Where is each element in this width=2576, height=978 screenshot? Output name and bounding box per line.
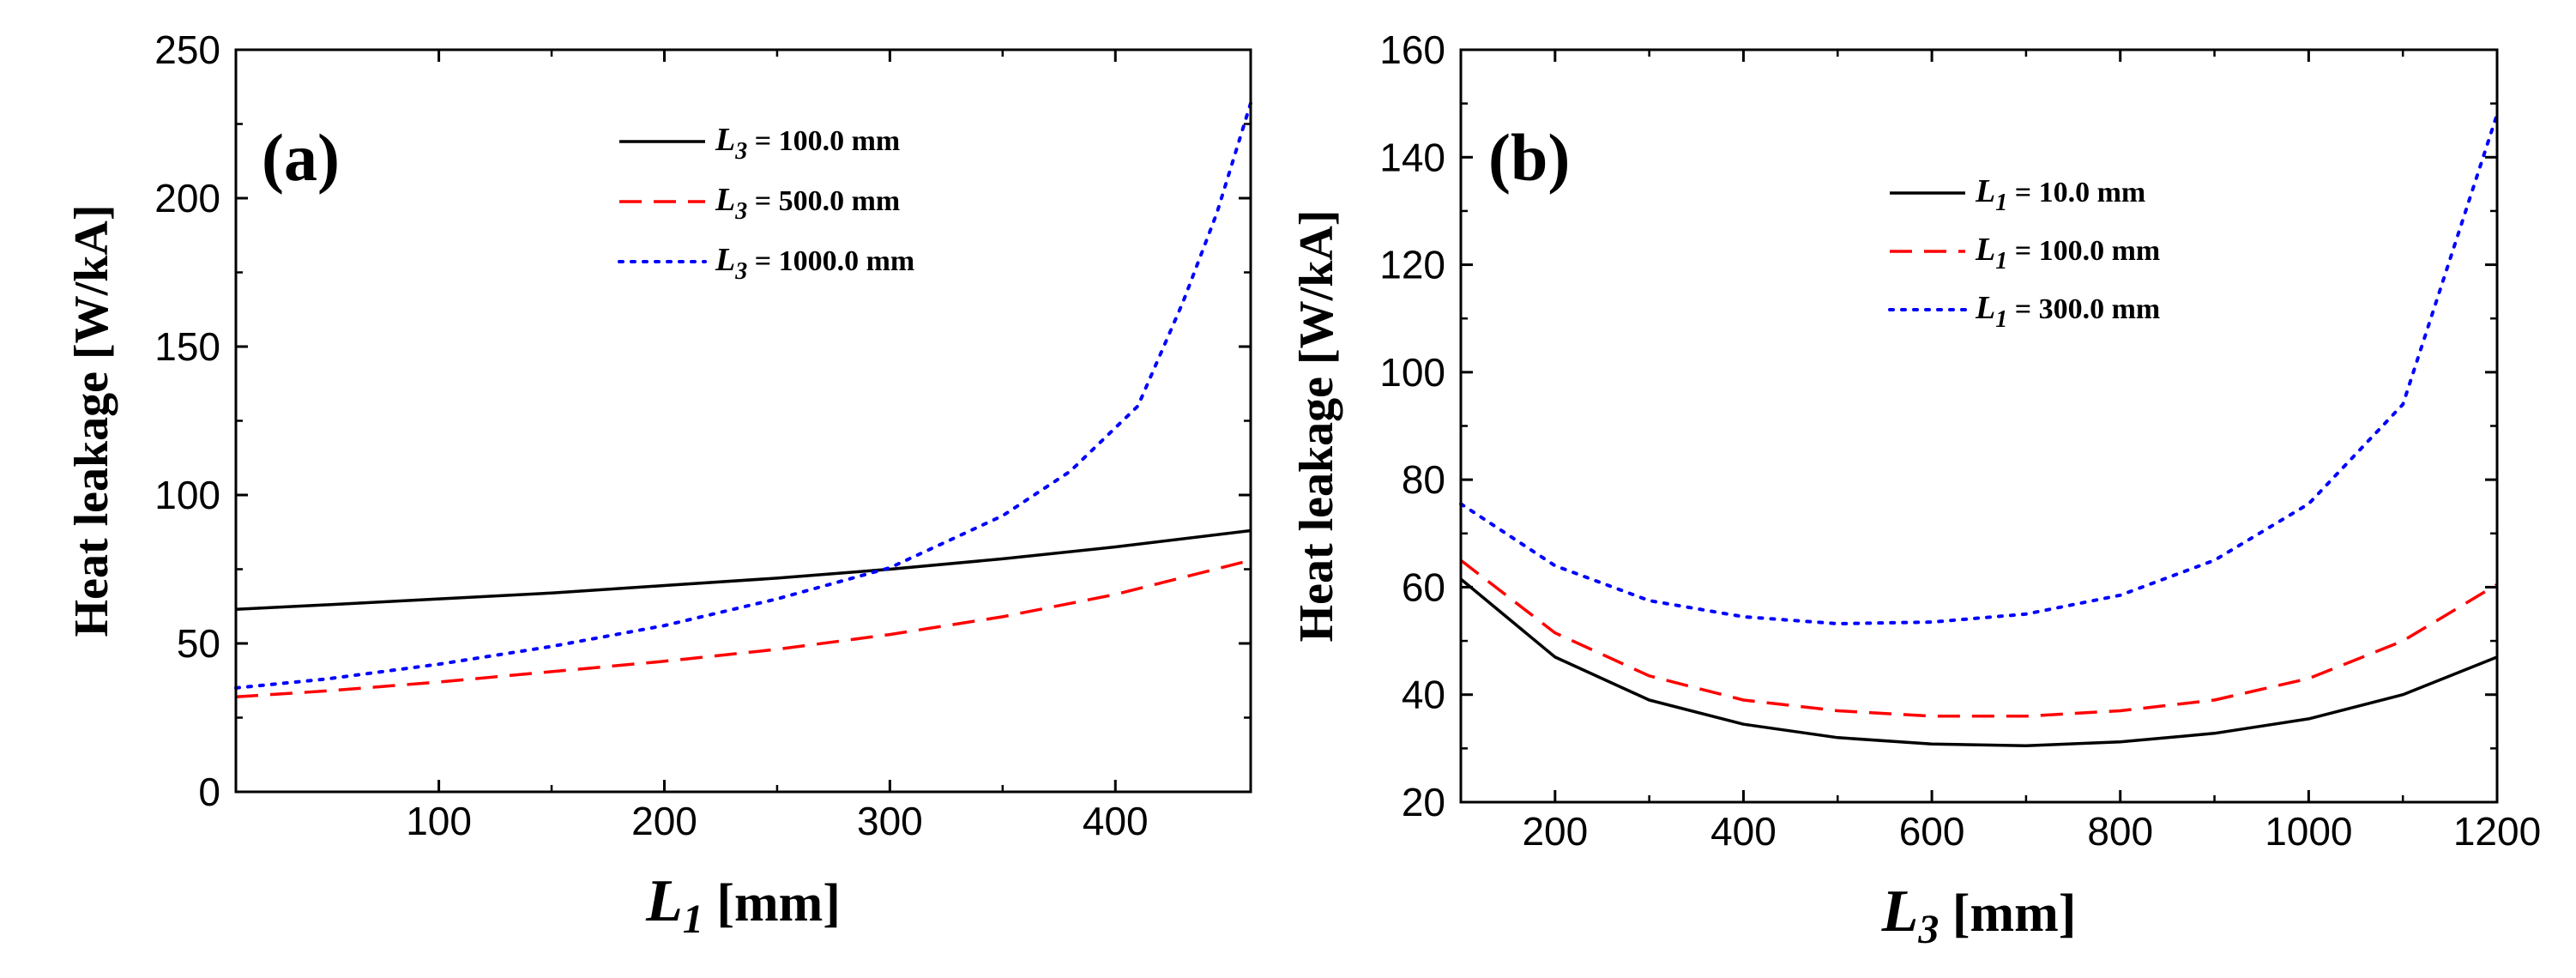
y-tick-label: 80: [1402, 457, 1445, 502]
x-axis-title-sub: 1: [683, 896, 703, 942]
y-tick-label: 140: [1379, 135, 1445, 179]
legend-sub: 1: [1995, 306, 2007, 333]
series-line-1: [235, 558, 1252, 699]
y-tick-label: 160: [1379, 27, 1445, 72]
legend-rest: = 500.0 mm: [747, 185, 900, 217]
y-tick-label: 100: [1379, 350, 1445, 395]
legend-var: L: [715, 182, 735, 218]
legend-entry-1: L1 = 100.0 mm: [1975, 232, 2160, 275]
x-tick-label: 400: [1710, 809, 1777, 854]
panel-label: (a): [262, 120, 340, 195]
legend-entry-2: L3 = 1000.0 mm: [715, 242, 914, 285]
legend-var: L: [715, 122, 735, 158]
x-tick-label: 600: [1899, 809, 1965, 854]
series-line-2: [1459, 112, 2499, 625]
y-axis-title: Heat leakage [W/kA]: [65, 205, 118, 637]
x-axis-title-sub: 3: [1917, 907, 1939, 952]
series-line-2: [234, 101, 1252, 690]
legend-sub: 3: [734, 198, 747, 225]
x-axis-title: L1 [mm]: [645, 868, 841, 942]
y-axis-title: Heat leakage [W/kA]: [1290, 210, 1343, 643]
y-tick-label: 200: [154, 176, 220, 220]
series-line-1: [1459, 558, 2498, 718]
plot-frame: [1459, 48, 2499, 804]
legend-rest: = 100.0 mm: [747, 125, 900, 157]
x-axis-title-unit: [mm]: [703, 874, 841, 933]
x-tick-label: 100: [406, 799, 472, 843]
legend-sub: 1: [1995, 190, 2007, 216]
legend-entry-0: L3 = 100.0 mm: [715, 122, 900, 165]
legend-var: L: [715, 242, 735, 278]
x-axis-title-var: L: [1881, 878, 1919, 945]
x-axis-title-unit: [mm]: [1939, 884, 2076, 943]
chart-panel-b: 200 400 600 800 1000 1200 20 40 60 80 100 120 140 160…: [1290, 27, 2541, 952]
legend-sub: 1: [1995, 248, 2007, 275]
x-tick-label: 400: [1083, 799, 1149, 843]
y-tick-label: 100: [154, 473, 220, 517]
y-tick-label: 60: [1402, 564, 1445, 609]
y-tick-label: 50: [177, 621, 220, 666]
legend-rest: = 100.0 mm: [2007, 235, 2160, 267]
y-tick-label: 20: [1402, 780, 1445, 824]
legend-entry-0: L1 = 10.0 mm: [1975, 173, 2145, 216]
legend-var: L: [1975, 173, 1995, 209]
x-tick-label: 300: [857, 799, 923, 843]
y-tick-label: 150: [154, 324, 220, 369]
x-axis-title: L3 [mm]: [1881, 878, 2077, 952]
legend-var: L: [1975, 290, 1995, 326]
legend-rest: = 10.0 mm: [2007, 177, 2145, 208]
series-line-0: [1459, 577, 2498, 747]
legend-sub: 3: [734, 138, 747, 165]
x-tick-label: 200: [631, 799, 697, 843]
panel-label: (b): [1488, 120, 1570, 195]
legend-entry-1: L3 = 500.0 mm: [715, 182, 900, 225]
legend-sub: 3: [734, 258, 747, 285]
legend-rest: = 1000.0 mm: [747, 245, 914, 277]
legend-rest: = 300.0 mm: [2007, 293, 2160, 325]
y-tick-label: 250: [154, 27, 220, 72]
y-tick-label: 0: [198, 770, 220, 814]
y-tick-label: 120: [1379, 243, 1445, 287]
x-tick-label: 1200: [2453, 809, 2541, 854]
y-tick-label: 40: [1402, 673, 1445, 717]
x-tick-label: 1000: [2265, 809, 2352, 854]
legend-var: L: [1975, 232, 1995, 268]
x-axis-title-var: L: [645, 868, 683, 934]
legend-entry-2: L1 = 300.0 mm: [1975, 290, 2160, 333]
x-tick-label: 200: [1522, 809, 1588, 854]
x-tick-label: 800: [2087, 809, 2153, 854]
series-line-0: [235, 528, 1252, 611]
